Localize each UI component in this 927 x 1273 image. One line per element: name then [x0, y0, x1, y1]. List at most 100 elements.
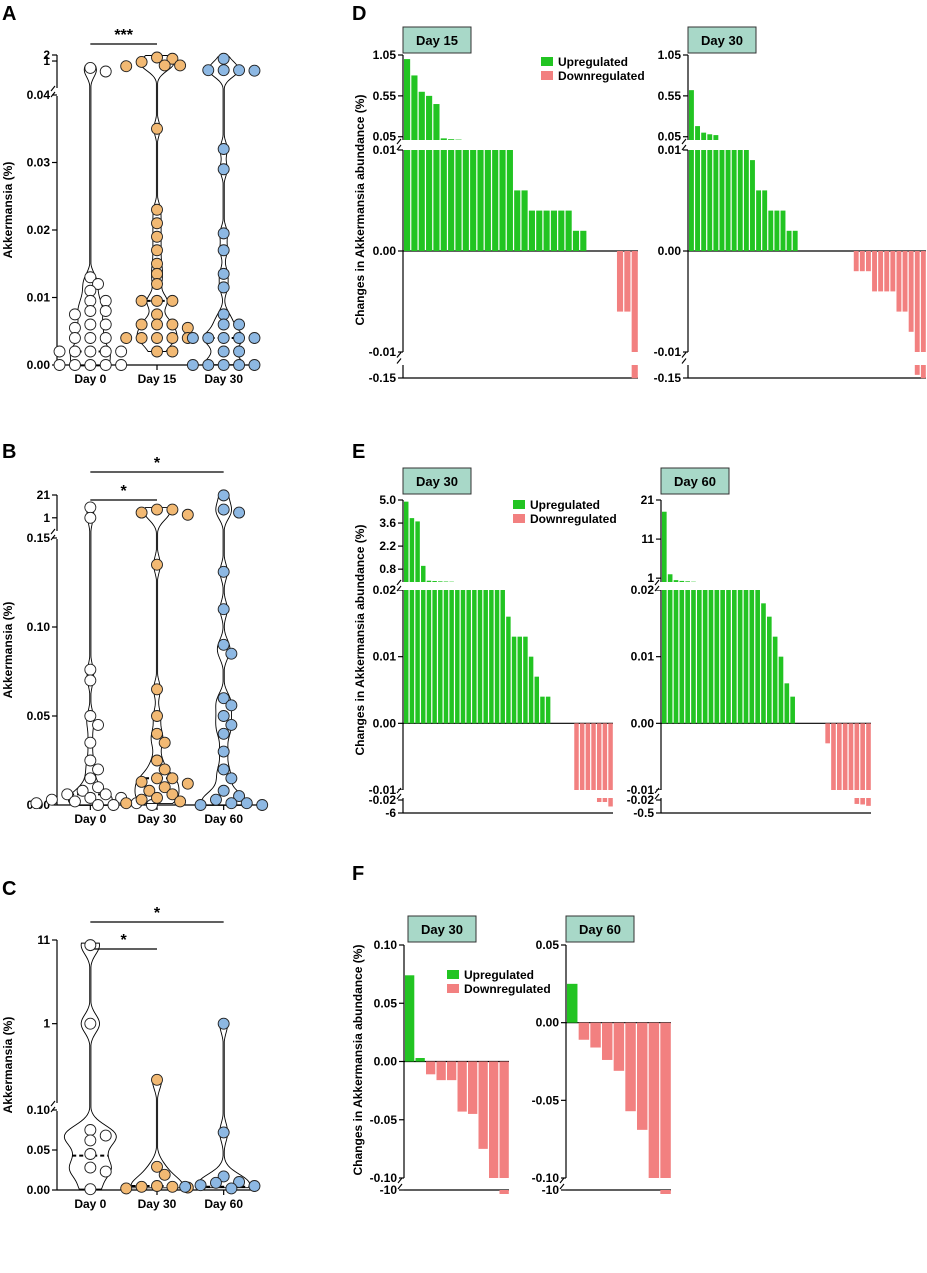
- data-point: [217, 565, 230, 578]
- bar-upregulated: [528, 210, 535, 251]
- bar-upregulated: [511, 636, 517, 724]
- bar-upregulated: [695, 150, 701, 251]
- data-point: [99, 345, 112, 358]
- bar-downregulated: [648, 1022, 660, 1178]
- y-tick-label: -0.15: [654, 371, 682, 385]
- bar-upregulated: [685, 590, 690, 724]
- data-point: [84, 305, 97, 317]
- data-point: [225, 647, 238, 660]
- y-tick-label: 0.01: [27, 291, 51, 305]
- data-point: [166, 294, 179, 307]
- bar-upregulated: [701, 150, 707, 251]
- x-tick-label: Day 15: [138, 372, 177, 386]
- data-point: [84, 754, 97, 767]
- data-point: [92, 781, 104, 794]
- bar-upregulated: [679, 590, 685, 724]
- bar-upregulated: [737, 150, 743, 251]
- data-point: [225, 699, 238, 712]
- data-point: [84, 791, 97, 804]
- y-tick-label: 0.01: [631, 650, 655, 664]
- data-point: [84, 294, 97, 307]
- bar-upregulated: [558, 210, 565, 251]
- bar-upregulated: [790, 696, 795, 724]
- bar-upregulated: [737, 590, 743, 724]
- bar-upregulated: [714, 590, 720, 724]
- bar-upregulated: [673, 590, 679, 724]
- bar-upregulated: [421, 565, 426, 582]
- data-point: [68, 345, 81, 358]
- violin-outline: [67, 504, 113, 806]
- bar-downregulated: [608, 723, 613, 790]
- data-point: [135, 793, 148, 806]
- data-point: [135, 318, 148, 331]
- data-point: [151, 257, 163, 270]
- data-point: [217, 244, 230, 257]
- y-tick-label: 21: [37, 488, 51, 502]
- y-tick-label: 5.0: [379, 493, 396, 507]
- x-tick-label: Day 60: [204, 812, 243, 826]
- axis-break-gap: [398, 1180, 410, 1188]
- significance-label: *: [154, 455, 161, 472]
- data-point: [217, 503, 230, 516]
- bar-downregulated: [831, 723, 836, 790]
- subplot-title: Day 30: [701, 33, 743, 48]
- axis-break-mark: [396, 579, 402, 592]
- y-tick-label: -0.05: [532, 1093, 560, 1107]
- legend-swatch-up: [447, 970, 459, 979]
- y-tick-label: -0.05: [370, 1113, 398, 1127]
- y-tick-label: 0.05: [658, 130, 682, 144]
- bar-upregulated: [565, 210, 572, 251]
- data-point: [225, 772, 238, 785]
- axis-break-mark: [397, 1177, 403, 1190]
- bar-downregulated: [585, 723, 591, 790]
- bar-downregulated: [853, 251, 859, 272]
- data-point: [84, 674, 97, 687]
- bar-upregulated: [743, 150, 749, 251]
- bar-upregulated: [662, 590, 667, 724]
- axis-break-gap: [397, 141, 409, 149]
- bar-upregulated: [720, 590, 725, 724]
- y-tick-label: 0.05: [27, 709, 51, 723]
- data-point: [84, 736, 97, 749]
- y-tick-label: 0.00: [374, 1055, 398, 1069]
- data-point: [99, 359, 112, 371]
- data-point: [151, 683, 163, 696]
- y-tick-label: 1: [43, 1017, 50, 1031]
- bar-downregulated: [660, 1022, 671, 1178]
- bar-downregulated: [866, 723, 871, 790]
- bar-upregulated: [440, 138, 447, 140]
- data-point: [135, 775, 148, 788]
- data-point: [151, 230, 163, 243]
- bar-upregulated: [545, 696, 551, 724]
- y-tick-label: 0.00: [373, 244, 397, 258]
- data-point: [158, 763, 171, 776]
- significance-label: *: [121, 932, 128, 949]
- data-point: [248, 1180, 261, 1192]
- y-tick-label: 0.05: [27, 1143, 51, 1157]
- data-point: [217, 638, 230, 651]
- data-point: [217, 359, 230, 371]
- bar-downregulated: [426, 1061, 436, 1075]
- data-point: [143, 784, 156, 797]
- y-tick-label: 3.6: [379, 516, 396, 530]
- subplot-title-box: [565, 915, 635, 943]
- data-point: [120, 797, 133, 810]
- violin-outline: [197, 1021, 251, 1189]
- data-point: [53, 345, 66, 358]
- bar-downregulated: [447, 1061, 457, 1081]
- data-point: [210, 1176, 222, 1189]
- y-tick-label: 21: [641, 493, 655, 507]
- bar-upregulated: [523, 636, 528, 724]
- data-point: [217, 163, 230, 176]
- y-tick-label: 0.01: [373, 650, 397, 664]
- bar-upregulated: [411, 75, 418, 140]
- bar-upregulated: [695, 126, 701, 140]
- bar-downregulated: [825, 723, 830, 744]
- y-tick-label: 0.05: [536, 938, 560, 952]
- bar-upregulated: [679, 580, 685, 582]
- bar-upregulated: [697, 590, 702, 724]
- significance-label: ***: [114, 27, 133, 44]
- violin-outline: [201, 492, 247, 806]
